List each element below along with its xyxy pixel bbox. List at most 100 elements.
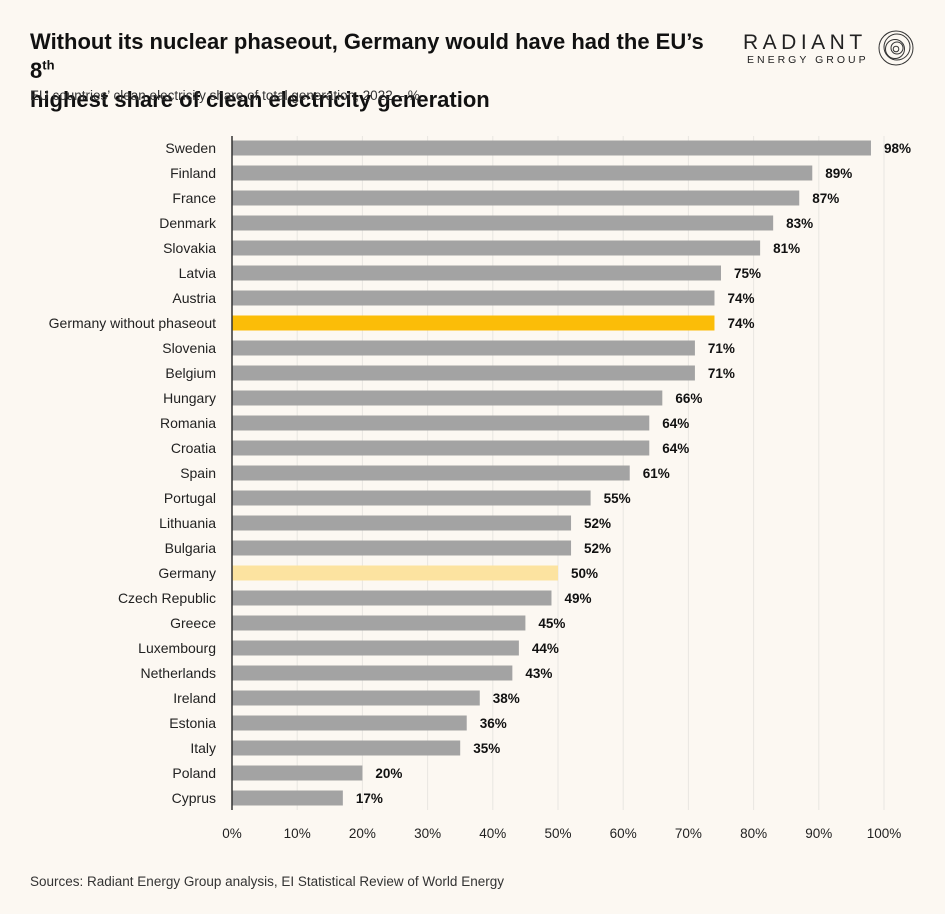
- x-tick-label: 30%: [414, 826, 441, 841]
- bar-ireland: [232, 690, 480, 706]
- bar-germany: [232, 565, 558, 581]
- category-label-ireland: Ireland: [173, 690, 216, 706]
- category-label-austria: Austria: [172, 290, 216, 306]
- bar-lithuania: [232, 515, 572, 531]
- chart-title-main: Without its nuclear phaseout, Germany wo…: [30, 29, 704, 83]
- category-label-sweden: Sweden: [165, 140, 216, 156]
- bar-france: [232, 190, 800, 206]
- x-tick-label: 50%: [544, 826, 571, 841]
- category-label-belgium: Belgium: [165, 365, 216, 381]
- bar-denmark: [232, 215, 774, 231]
- value-label-cyprus: 17%: [356, 791, 383, 806]
- x-tick-label: 20%: [349, 826, 376, 841]
- bar-latvia: [232, 265, 721, 281]
- bar-bulgaria: [232, 540, 572, 556]
- value-label-luxembourg: 44%: [532, 641, 559, 656]
- value-label-bulgaria: 52%: [584, 541, 611, 556]
- category-label-lithuania: Lithuania: [159, 515, 216, 531]
- value-label-netherlands: 43%: [525, 666, 552, 681]
- category-label-estonia: Estonia: [169, 715, 216, 731]
- category-label-italy: Italy: [190, 740, 216, 756]
- category-label-spain: Spain: [180, 465, 216, 481]
- bar-netherlands: [232, 665, 513, 681]
- bar-slovakia: [232, 240, 761, 256]
- chart-subtitle: EU countries’ clean electricity share of…: [30, 88, 420, 103]
- value-labels: 98% 89% 87% 83% 81% 75% 74% 74% 71% 71% 66% 64% 64% 6…: [356, 141, 911, 806]
- value-label-italy: 35%: [473, 741, 500, 756]
- radiant-energy-logo: RADIANT ENERGY GROUP: [743, 30, 918, 69]
- x-tick-label: 10%: [284, 826, 311, 841]
- value-label-lithuania: 52%: [584, 516, 611, 531]
- value-label-croatia: 64%: [662, 441, 689, 456]
- bar-romania: [232, 415, 650, 431]
- value-label-germany: 50%: [571, 566, 598, 581]
- value-label-slovakia: 81%: [773, 241, 800, 256]
- category-label-germany: Germany: [158, 565, 216, 581]
- bar-italy: [232, 740, 461, 756]
- value-label-france: 87%: [812, 191, 839, 206]
- category-label-latvia: Latvia: [179, 265, 217, 281]
- category-label-germany-without-phaseout: Germany without phaseout: [49, 315, 216, 331]
- value-label-denmark: 83%: [786, 216, 813, 231]
- category-label-finland: Finland: [170, 165, 216, 181]
- value-label-slovenia: 71%: [708, 341, 735, 356]
- logo-wordmark: RADIANT: [743, 31, 867, 54]
- x-tick-label: 70%: [675, 826, 702, 841]
- source-note: Sources: Radiant Energy Group analysis, …: [30, 874, 504, 889]
- category-label-slovakia: Slovakia: [163, 240, 216, 256]
- value-label-poland: 20%: [375, 766, 402, 781]
- category-label-czech-republic: Czech Republic: [118, 590, 216, 606]
- category-label-greece: Greece: [170, 615, 216, 631]
- bar-portugal: [232, 490, 591, 506]
- concentric-circles-icon: [878, 30, 914, 66]
- bar-luxembourg: [232, 640, 519, 656]
- x-tick-label: 80%: [740, 826, 767, 841]
- value-label-spain: 61%: [643, 466, 670, 481]
- bar-cyprus: [232, 790, 343, 806]
- bar-belgium: [232, 365, 695, 381]
- value-label-ireland: 38%: [493, 691, 520, 706]
- category-label-denmark: Denmark: [159, 215, 217, 231]
- category-label-slovenia: Slovenia: [162, 340, 216, 356]
- bar-sweden: [232, 140, 871, 156]
- value-label-finland: 89%: [825, 166, 852, 181]
- category-label-cyprus: Cyprus: [172, 790, 216, 806]
- bars: [232, 140, 871, 806]
- chart-title-superscript: th: [42, 57, 55, 73]
- value-label-hungary: 66%: [675, 391, 702, 406]
- chart-title: Without its nuclear phaseout, Germany wo…: [30, 27, 730, 114]
- x-tick-label: 60%: [610, 826, 637, 841]
- value-label-czech-republic: 49%: [564, 591, 591, 606]
- logo-subtext: ENERGY GROUP: [747, 54, 869, 66]
- bar-greece: [232, 615, 526, 631]
- category-label-bulgaria: Bulgaria: [165, 540, 217, 556]
- value-label-estonia: 36%: [480, 716, 507, 731]
- x-tick-label: 40%: [479, 826, 506, 841]
- value-label-germany-without-phaseout: 74%: [727, 316, 754, 331]
- category-label-netherlands: Netherlands: [141, 665, 217, 681]
- category-labels: Sweden Finland France Denmark Slovakia Latvia…: [49, 140, 217, 806]
- bar-austria: [232, 290, 715, 306]
- x-tick-label: 0%: [222, 826, 242, 841]
- category-label-poland: Poland: [172, 765, 216, 781]
- category-label-hungary: Hungary: [163, 390, 216, 406]
- value-label-portugal: 55%: [604, 491, 631, 506]
- category-label-portugal: Portugal: [164, 490, 216, 506]
- value-label-sweden: 98%: [884, 141, 911, 156]
- category-label-france: France: [172, 190, 216, 206]
- category-label-luxembourg: Luxembourg: [138, 640, 216, 656]
- bar-czech-republic: [232, 590, 552, 606]
- category-label-romania: Romania: [160, 415, 216, 431]
- value-label-austria: 74%: [727, 291, 754, 306]
- value-label-romania: 64%: [662, 416, 689, 431]
- bar-poland: [232, 765, 363, 781]
- value-label-greece: 45%: [538, 616, 565, 631]
- x-axis-ticks: 0% 10% 20% 30% 40% 50% 60% 70% 80% 90% 100%: [222, 826, 901, 841]
- value-label-belgium: 71%: [708, 366, 735, 381]
- bar-germany-without-phaseout: [232, 315, 715, 331]
- category-label-croatia: Croatia: [171, 440, 216, 456]
- bar-croatia: [232, 440, 650, 456]
- chart-title-line2: highest share of clean electricity gener…: [30, 87, 490, 112]
- bar-hungary: [232, 390, 663, 406]
